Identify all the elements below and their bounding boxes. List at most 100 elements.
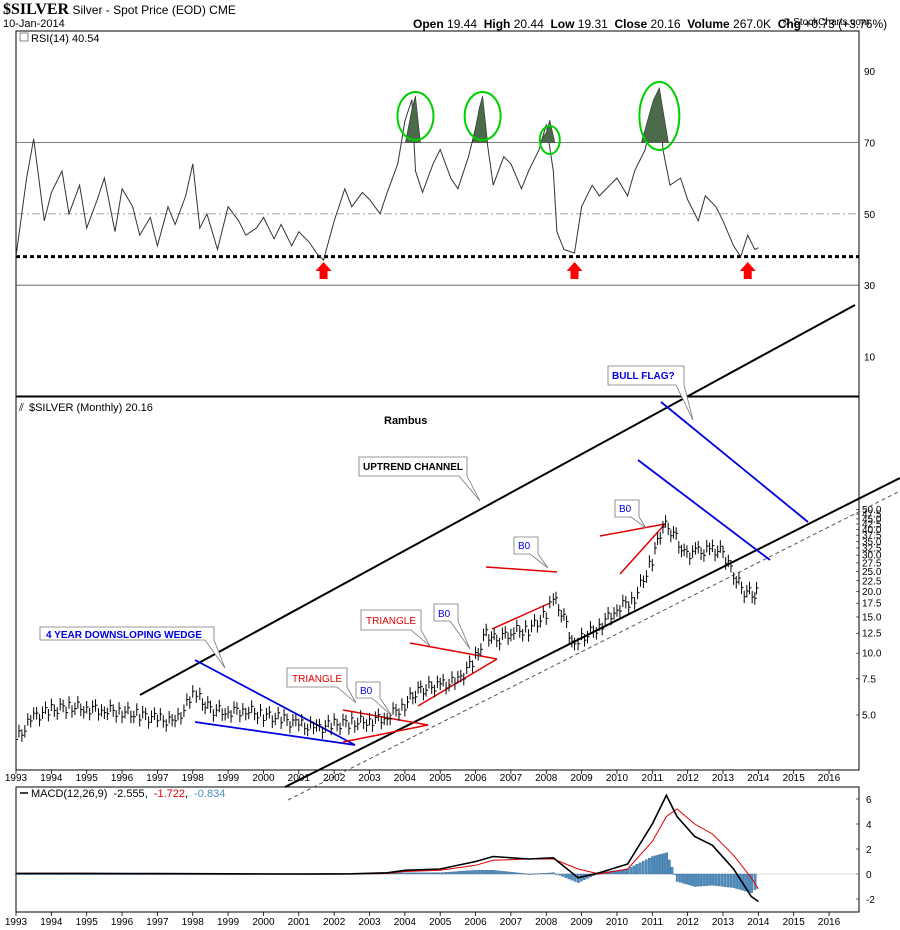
callout-triangle-2: TRIANGLE (360, 609, 431, 647)
callout-bull-flag: BULL FLAG? (607, 365, 694, 421)
macd-hist-bar (439, 872, 442, 875)
support-arrow (315, 262, 332, 279)
macd-hist-bar (533, 873, 537, 875)
macd-hist-bar (421, 872, 425, 875)
x-tick-label: 1997 (146, 773, 169, 784)
ticker-symbol: $SILVER (3, 1, 70, 18)
callout-b0-3: B0 (513, 536, 549, 569)
support-arrow (566, 262, 583, 279)
macd-y-tick-label: 4 (866, 820, 872, 831)
x-tick-label: 2014 (747, 773, 770, 784)
x-tick-label: 1994 (40, 917, 63, 928)
x-tick-label: 1996 (111, 773, 134, 784)
macd-hist-bar (717, 873, 721, 887)
price-y-tick-label: 27.5 (862, 558, 882, 569)
rsi-overbought-fill (472, 95, 488, 143)
macd-hist-bar (747, 873, 750, 893)
rsi-series (15, 88, 759, 262)
macd-hist-bar (626, 868, 630, 875)
macd-hist-bar (536, 873, 540, 875)
bull-flag-lower (637, 459, 771, 561)
close-value: 20.16 (650, 17, 681, 31)
price-y-tick-label: 5.0 (862, 711, 876, 722)
macd-hist-bar (667, 859, 671, 875)
macd-hist-bar (641, 861, 645, 875)
x-tick-label: 2016 (818, 773, 841, 784)
macd-hist-bar (497, 870, 501, 875)
macd-hist-bar (570, 873, 574, 881)
wedge-lower (194, 721, 356, 746)
x-tick-label: 2010 (606, 773, 629, 784)
macd-hist-bar (696, 873, 700, 887)
macd-hist-bar (539, 873, 543, 875)
macd-value: -2.555 (113, 788, 144, 800)
price-y-tick-label: 30.0 (862, 551, 882, 562)
x-tick-label: 1997 (146, 917, 169, 928)
macd-hist-bar (412, 872, 416, 875)
callout-b0-1: B0 (355, 681, 393, 717)
volume-value: 267.0K (733, 17, 772, 31)
macd-line (16, 793, 759, 903)
x-tick-label: 2006 (464, 773, 487, 784)
price-y-tick-label: 32.5 (862, 543, 882, 554)
chart-date: 10-Jan-2014 (3, 18, 65, 30)
rsi-legend-icon (19, 32, 29, 42)
macd-hist-bar (456, 871, 460, 875)
rsi-line (15, 88, 759, 262)
macd-hist-bar (720, 873, 724, 887)
x-tick-label: 1993 (5, 773, 28, 784)
open-label: Open (413, 17, 444, 31)
macd-hist-bar (723, 873, 727, 887)
change-label: Chg (777, 17, 802, 31)
macd-y-tick-label: -2 (866, 895, 875, 906)
x-tick-label: 2015 (783, 917, 806, 928)
price-title-text: $SILVER (Monthly) 20.16 (29, 402, 153, 414)
macd-hist-bar (567, 873, 571, 880)
x-tick-label: 2011 (642, 773, 664, 784)
open-value: 19.44 (447, 17, 478, 31)
price-y-tick-label: 15.0 (862, 612, 882, 623)
macd-hist-bar (705, 873, 709, 886)
macd-hist-bar (492, 870, 495, 875)
macd-hist-bar (612, 870, 615, 875)
x-tick-label: 2006 (464, 917, 487, 928)
macd-title-text: MACD(12,26,9) -2.555, -1.722, -0.834 (31, 788, 225, 800)
x-tick-label: 1999 (217, 773, 240, 784)
quote-summary: Open 19.44 High 20.44 Low 19.31 Close 20… (413, 17, 887, 31)
price-y-tick-label: 35.0 (862, 537, 882, 548)
stockcharts-credit: © StockCharts.com (783, 17, 870, 28)
macd-hist-bar (403, 872, 407, 875)
macd-hist-bar (509, 871, 513, 875)
rsi-grid: 10 30 50 70 90 (16, 67, 876, 364)
x-tick-label: 2003 (358, 917, 381, 928)
macd-hist-bar (561, 873, 565, 877)
channel-lower (284, 477, 900, 788)
macd-title: MACD(12,26,9) -2.555, -1.722, -0.834 (20, 788, 225, 800)
x-tick-label: 2008 (535, 917, 558, 928)
macd-hist-bar (527, 873, 531, 875)
x-tick-label: 2013 (712, 773, 735, 784)
author-label: Rambus (384, 415, 427, 427)
triangle-1-lower (342, 724, 429, 743)
macd-hist-bar (530, 873, 534, 875)
macd-y-tick-label: 2 (866, 845, 872, 856)
rsi-y-tick-label: 30 (864, 281, 876, 292)
macd-hist-bar (489, 870, 492, 875)
rsi-overbought-fill (640, 87, 669, 143)
macd-hist-bar (506, 871, 510, 875)
macd-hist-bar (693, 873, 697, 887)
macd-hist-bar (471, 870, 475, 875)
rsi-title: RSI(14) 40.54 (19, 32, 99, 45)
macd-lines (16, 793, 759, 903)
macd-hist-bar (711, 873, 714, 886)
x-tick-label: 2004 (394, 917, 417, 928)
x-tick-label: 2005 (429, 917, 452, 928)
macd-hist-bar (702, 873, 706, 887)
x-tick-label: 2014 (747, 917, 770, 928)
rsi-highlight-ellipse (538, 125, 561, 155)
macd-hist-bar (687, 873, 691, 885)
macd-hist-bar (500, 871, 504, 875)
price-panel-frame (15, 396, 860, 771)
price-y-tick-label: 12.5 (862, 629, 882, 640)
